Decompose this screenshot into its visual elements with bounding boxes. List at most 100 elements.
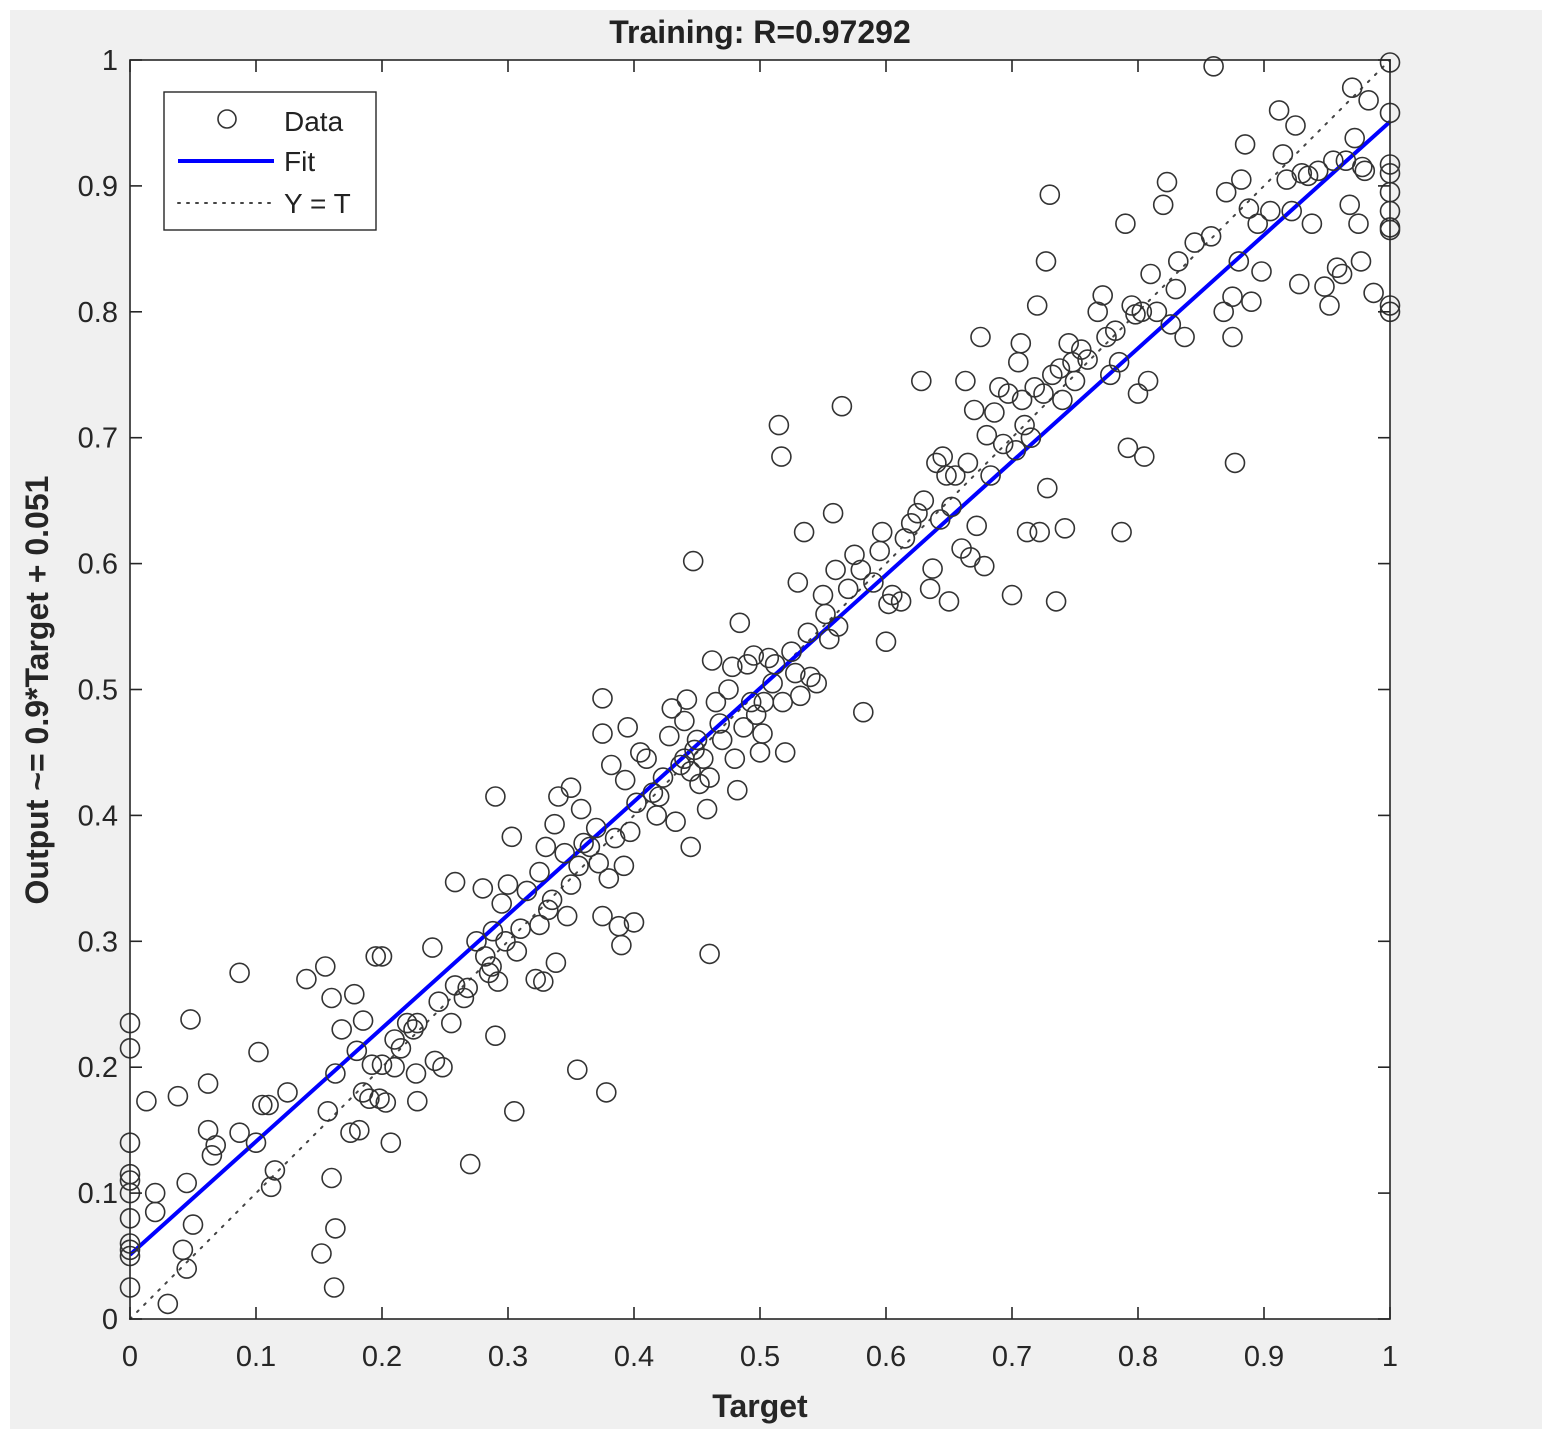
data-point	[973, 555, 995, 577]
data-point	[384, 1056, 405, 1078]
data-point	[652, 767, 674, 788]
data-point	[1358, 90, 1379, 111]
data-point	[1010, 332, 1032, 354]
data-point	[992, 433, 1014, 455]
data-point	[444, 871, 466, 893]
data-point	[1020, 427, 1042, 449]
data-point	[1339, 194, 1360, 216]
data-point	[1111, 521, 1132, 543]
data-point	[724, 748, 746, 770]
data-point	[787, 572, 809, 593]
data-point	[325, 1063, 346, 1084]
data-points-layer	[119, 52, 1401, 1315]
data-point	[1228, 251, 1250, 272]
data-point	[1314, 276, 1335, 297]
data-point	[686, 729, 708, 751]
data-point	[1200, 226, 1222, 247]
data-point	[1108, 351, 1130, 373]
x-tick-label: 0.2	[362, 1341, 402, 1373]
data-point	[592, 687, 613, 709]
data-point	[176, 1258, 197, 1279]
data-point	[588, 852, 610, 874]
data-point	[1152, 194, 1174, 216]
data-point	[976, 424, 998, 446]
data-point	[205, 1135, 226, 1156]
data-point	[674, 710, 695, 732]
legend-label-data: Data	[284, 106, 344, 137]
data-point	[1035, 251, 1057, 272]
data-point	[595, 1082, 617, 1103]
data-point	[863, 572, 884, 593]
data-point	[406, 1012, 428, 1034]
data-point	[182, 1214, 204, 1235]
data-point	[1323, 150, 1344, 171]
data-point	[1037, 477, 1058, 499]
data-point	[314, 956, 336, 977]
data-point	[822, 502, 844, 524]
data-point	[1222, 326, 1243, 348]
data-point	[1268, 100, 1290, 121]
data-point	[371, 946, 393, 967]
data-point	[529, 914, 550, 936]
x-tick-label: 0.7	[992, 1341, 1032, 1373]
data-point	[709, 713, 731, 734]
x-tick-label: 0.9	[1244, 1341, 1284, 1373]
data-point	[485, 1025, 506, 1046]
y-tick-label: 0.2	[78, 1052, 118, 1084]
data-point	[422, 937, 443, 958]
data-point	[793, 521, 815, 543]
data-point	[1026, 295, 1048, 316]
data-point	[721, 656, 743, 678]
data-point	[525, 968, 547, 990]
axis-ticks: 0 0.1 0.2 0.3 0.4 0.5 0.6 0.7 0.8 0.9 1 0 0.1 0.2 0.3 0…	[78, 45, 1398, 1373]
data-point	[1117, 437, 1139, 459]
data-point	[963, 399, 985, 421]
y-tick-label: 0.4	[78, 800, 118, 832]
data-point	[699, 767, 720, 788]
data-point	[636, 748, 657, 770]
data-point	[1134, 446, 1155, 467]
data-point	[1222, 286, 1243, 308]
data-point	[1001, 584, 1023, 606]
data-point	[852, 701, 874, 723]
data-point	[503, 1101, 525, 1122]
data-point	[506, 941, 528, 962]
data-point	[1137, 370, 1159, 392]
data-point	[890, 591, 912, 612]
data-point	[900, 512, 922, 534]
data-point	[229, 1122, 250, 1143]
data-point	[629, 742, 651, 763]
data-point	[579, 836, 601, 858]
data-point	[1174, 326, 1195, 348]
data-point	[658, 725, 680, 747]
data-point	[815, 603, 836, 625]
data-point	[1011, 389, 1033, 411]
data-point	[1016, 521, 1038, 543]
data-point	[1352, 156, 1373, 178]
data-point	[825, 559, 846, 581]
data-point	[1077, 349, 1098, 370]
data-point	[390, 1038, 412, 1059]
data-point	[1127, 383, 1149, 404]
data-point	[941, 496, 962, 518]
data-point	[248, 1041, 269, 1063]
data-point	[1140, 263, 1161, 285]
y-axis-label: Output ~= 0.9*Target + 0.051	[19, 476, 55, 905]
data-point	[955, 370, 976, 392]
data-point	[1260, 200, 1281, 222]
data-point	[926, 452, 947, 474]
data-point	[1033, 383, 1054, 404]
y-tick-label: 0.6	[78, 549, 118, 581]
data-point	[396, 1012, 418, 1034]
data-point	[176, 1172, 197, 1194]
data-point	[554, 842, 576, 864]
data-point	[1029, 521, 1050, 543]
data-point	[797, 622, 819, 644]
data-point	[604, 827, 626, 849]
data-point	[800, 666, 821, 688]
data-point	[251, 1094, 273, 1116]
data-point	[1363, 282, 1384, 304]
data-point	[359, 1088, 380, 1109]
